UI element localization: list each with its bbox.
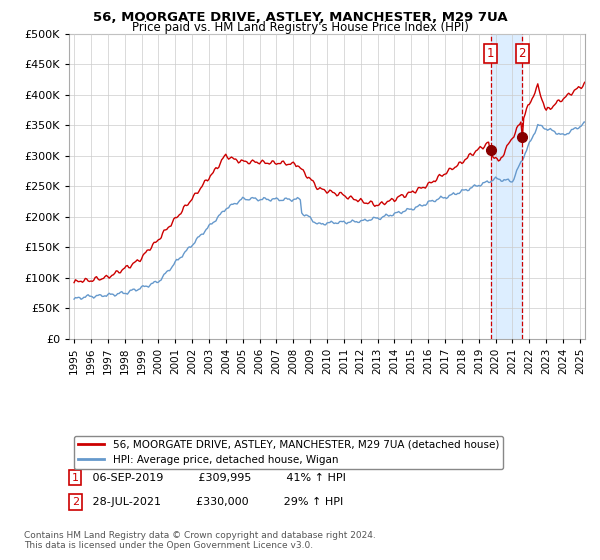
Text: 2: 2 xyxy=(518,46,526,59)
Bar xyxy=(491,34,522,339)
Legend: 56, MOORGATE DRIVE, ASTLEY, MANCHESTER, M29 7UA (detached house), HPI: Average p: 56, MOORGATE DRIVE, ASTLEY, MANCHESTER, … xyxy=(74,436,503,469)
Text: Price paid vs. HM Land Registry's House Price Index (HPI): Price paid vs. HM Land Registry's House … xyxy=(131,21,469,34)
Text: 1: 1 xyxy=(71,473,79,483)
Text: 06-SEP-2019          £309,995          41% ↑ HPI: 06-SEP-2019 £309,995 41% ↑ HPI xyxy=(82,473,346,483)
Text: 56, MOORGATE DRIVE, ASTLEY, MANCHESTER, M29 7UA: 56, MOORGATE DRIVE, ASTLEY, MANCHESTER, … xyxy=(92,11,508,24)
Text: Contains HM Land Registry data © Crown copyright and database right 2024.
This d: Contains HM Land Registry data © Crown c… xyxy=(24,530,376,550)
Text: 28-JUL-2021          £330,000          29% ↑ HPI: 28-JUL-2021 £330,000 29% ↑ HPI xyxy=(82,497,343,507)
Text: 1: 1 xyxy=(487,46,494,59)
Text: 2: 2 xyxy=(71,497,79,507)
